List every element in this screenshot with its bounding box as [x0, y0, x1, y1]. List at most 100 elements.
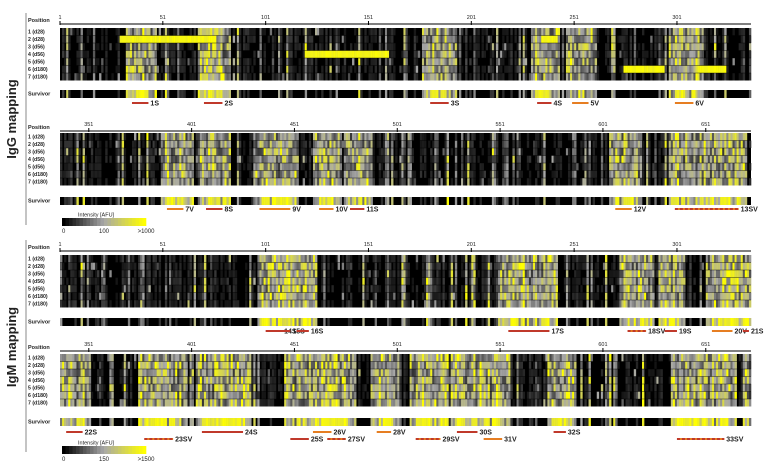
heatmap-cell — [526, 163, 530, 171]
survivor-cell — [512, 197, 515, 205]
heatmap-cell — [220, 58, 223, 66]
heatmap-cell — [508, 73, 511, 81]
heatmap-cell — [384, 133, 388, 141]
heatmap-cell — [366, 50, 369, 58]
heatmap-cell — [685, 148, 688, 156]
colorbar-swatch — [135, 218, 140, 226]
heatmap-cell — [315, 270, 318, 278]
heatmap-cell — [493, 163, 497, 171]
heatmap-cell — [407, 155, 410, 163]
heatmap-cell — [294, 133, 297, 141]
heatmap-cell — [528, 170, 532, 178]
heatmap-cell — [105, 65, 108, 73]
heatmap-cell — [156, 65, 160, 73]
heatmap-cell — [475, 43, 478, 51]
heatmap-cell — [703, 148, 707, 156]
heatmap-cell — [510, 262, 513, 270]
heatmap-cell — [294, 43, 297, 51]
heatmap-cell — [623, 43, 626, 51]
heatmap-cell — [434, 65, 437, 73]
heatmap-cell — [650, 285, 653, 293]
heatmap-cell — [306, 65, 310, 73]
heatmap-cell — [399, 155, 402, 163]
heatmap-cell — [658, 28, 661, 36]
heatmap-cell — [315, 148, 318, 156]
heatmap-cell — [576, 58, 579, 66]
heatmap-cell — [236, 178, 240, 186]
heatmap-cell — [718, 163, 721, 171]
heatmap-cell — [594, 43, 598, 51]
heatmap-cell — [512, 140, 515, 148]
heatmap-cell — [212, 50, 215, 58]
heatmap-cell — [498, 65, 501, 73]
heatmap-cell — [446, 140, 449, 148]
heatmap-cell — [670, 50, 674, 58]
heatmap-cell — [389, 285, 392, 293]
heatmap-cell — [615, 178, 618, 186]
heatmap-cell — [644, 58, 647, 66]
heatmap-cell — [736, 262, 739, 270]
heatmap-cell — [341, 73, 345, 81]
heatmap-cell — [633, 270, 637, 278]
heatmap-cell — [105, 255, 108, 263]
heatmap-cell — [382, 50, 386, 58]
heatmap-cell — [286, 170, 289, 178]
heatmap-cell — [736, 155, 739, 163]
heatmap-cell — [736, 133, 739, 141]
heatmap-cell — [134, 140, 137, 148]
heatmap-cell — [150, 155, 153, 163]
heatmap-cell — [726, 285, 729, 293]
heatmap-cell — [543, 140, 546, 148]
heatmap-cell — [623, 277, 626, 285]
heatmap-cell — [403, 50, 406, 58]
heatmap-cell — [508, 43, 511, 51]
heatmap-cell — [512, 270, 515, 278]
heatmap-cell — [70, 285, 73, 293]
heatmap-cell — [175, 28, 178, 36]
heatmap-cell — [321, 262, 324, 270]
heatmap-cell — [584, 73, 587, 81]
heatmap-cell — [306, 285, 310, 293]
survivor-cell — [277, 90, 281, 98]
heatmap-cell — [662, 73, 665, 81]
heatmap-cell — [705, 170, 709, 178]
heatmap-cell — [553, 140, 556, 148]
heatmap-cell — [522, 58, 526, 66]
heatmap-cell — [557, 58, 561, 66]
heatmap-cell — [625, 255, 628, 263]
heatmap-cell — [142, 35, 145, 43]
heatmap-cell — [572, 178, 575, 186]
heatmap-cell — [164, 50, 168, 58]
heatmap-cell — [144, 50, 147, 58]
survivor-cell — [255, 197, 258, 205]
heatmap-cell — [642, 65, 645, 73]
heatmap-cell — [146, 163, 149, 171]
heatmap-cell — [493, 133, 497, 141]
heatmap-cell — [288, 73, 291, 81]
heatmap-cell — [263, 178, 266, 186]
heatmap-cell — [284, 255, 287, 263]
heatmap-cell — [142, 50, 145, 58]
heatmap-cell — [533, 148, 536, 156]
heatmap-cell — [732, 73, 735, 81]
heatmap-cell — [469, 43, 472, 51]
survivor-cell — [553, 90, 556, 98]
heatmap-cell — [92, 163, 96, 171]
heatmap-cell — [168, 155, 172, 163]
heatmap-cell — [450, 65, 454, 73]
heatmap-cell — [674, 28, 678, 36]
heatmap-cell — [689, 170, 692, 178]
heatmap-cell — [284, 277, 287, 285]
heatmap-cell — [304, 270, 308, 278]
heatmap-cell — [249, 163, 252, 171]
row-label: 3 (d56) — [28, 272, 45, 278]
heatmap-cell — [699, 285, 702, 293]
heatmap-cell — [658, 58, 661, 66]
survivor-cell — [424, 197, 427, 205]
survivor-cell — [321, 197, 324, 205]
heatmap-cell — [134, 148, 137, 156]
survivor-cell — [467, 197, 470, 205]
heatmap-cell — [545, 270, 548, 278]
heatmap-cell — [736, 178, 739, 186]
heatmap-cell — [154, 255, 157, 263]
